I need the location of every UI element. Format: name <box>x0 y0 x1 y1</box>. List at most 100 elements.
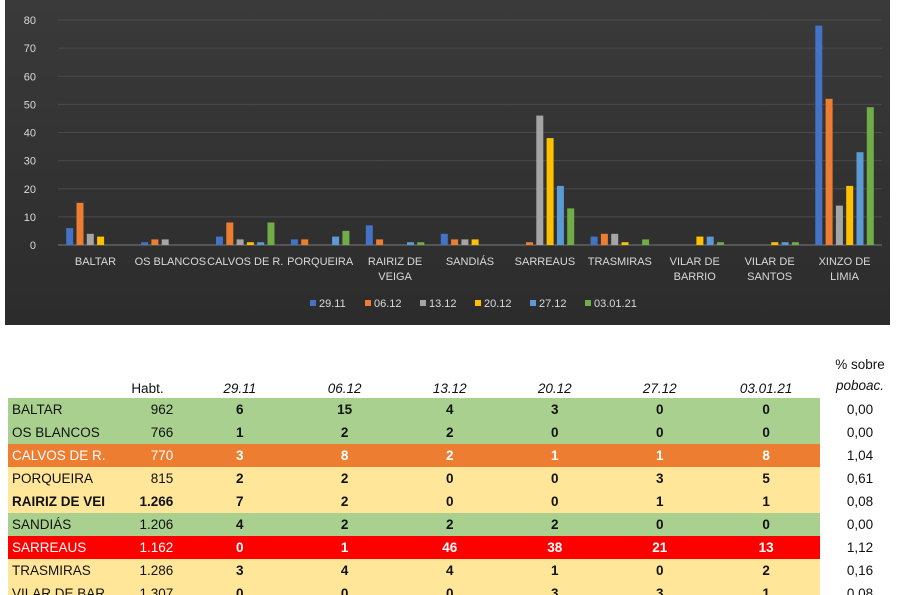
legend-label: 20.12 <box>484 298 512 310</box>
cases-cell: 0 <box>502 467 608 490</box>
bar <box>257 242 265 245</box>
bar <box>332 236 340 245</box>
legend-swatch <box>475 300 481 306</box>
bar <box>866 107 874 245</box>
cases-cell: 2 <box>397 421 503 444</box>
cases-cell: 15 <box>292 398 398 421</box>
cases-cell: 3 <box>187 444 293 467</box>
bar <box>301 239 309 245</box>
y-tick-label: 60 <box>24 71 36 83</box>
category-label: SANTOS <box>747 271 792 283</box>
category-label: VILAR DE <box>670 256 720 268</box>
cases-cell: 1 <box>292 536 398 559</box>
cases-cell: 0 <box>187 582 293 595</box>
bar <box>791 242 799 245</box>
bar <box>151 239 159 245</box>
municipality-cell: CALVOS DE R. <box>8 444 108 467</box>
legend-label: 29.11 <box>319 298 346 310</box>
cases-cell: 8 <box>292 444 398 467</box>
legend-label: 27.12 <box>539 298 567 310</box>
category-label: LIMIA <box>830 271 859 283</box>
header-date: 03.01.21 <box>739 381 793 396</box>
bar <box>642 239 650 245</box>
bar <box>461 239 469 245</box>
bar-chart: 0 10 20 30 40 50 60 70 80 BALTAR OS BLANCOS CALVOS … <box>24 15 882 310</box>
cases-cell: 13 <box>712 536 821 559</box>
municipality-cell: SARREAUS <box>8 536 108 559</box>
cases-cell: 0 <box>397 467 503 490</box>
cases-cell: 0 <box>607 421 713 444</box>
cases-cell: 1 <box>502 444 608 467</box>
y-tick-label: 70 <box>24 43 36 55</box>
cases-cell: 2 <box>502 513 608 536</box>
bar <box>546 138 554 245</box>
y-tick-label: 0 <box>30 240 36 252</box>
legend-label: 13.12 <box>429 298 457 310</box>
table-row: SANDIÁS 1.206 4 2 2 2 0 0 0,00 <box>8 513 900 536</box>
bar <box>66 228 74 245</box>
cases-cell: 2 <box>397 444 503 467</box>
legend-swatch <box>420 300 426 306</box>
header-pct-line2: poboac. <box>835 378 885 393</box>
bar <box>536 115 544 245</box>
municipality-cell: RAIRIZ DE VEI <box>8 490 108 513</box>
cases-cell: 0 <box>607 513 713 536</box>
bar <box>717 242 724 245</box>
bar <box>141 242 149 245</box>
bar <box>706 236 714 245</box>
bar <box>471 239 479 245</box>
cases-cell: 2 <box>397 513 503 536</box>
bar <box>526 242 533 245</box>
table-row: OS BLANCOS 766 1 2 2 0 0 0 0,00 <box>8 421 900 444</box>
bar <box>771 242 779 245</box>
cases-cell: 0 <box>712 398 821 421</box>
cases-cell: 3 <box>187 559 293 582</box>
cases-cell: 0 <box>607 398 713 421</box>
population-cell: 766 <box>107 421 188 444</box>
cases-cell: 0 <box>292 582 398 595</box>
cases-cell: 4 <box>397 559 503 582</box>
population-cell: 815 <box>107 467 188 490</box>
cases-cell: 0 <box>712 421 821 444</box>
cases-cell: 2 <box>292 490 398 513</box>
table-row: RAIRIZ DE VEI 1.266 7 2 0 0 1 1 0,08 <box>8 490 900 513</box>
bar <box>600 233 608 246</box>
cases-table: Habt. 29.11 06.12 13.12 20.12 27.12 03.0… <box>8 340 900 595</box>
table-row: VILAR DE BAR 1.307 0 0 0 3 3 1 0,08 <box>8 582 900 595</box>
percent-cell: 0,16 <box>820 559 900 582</box>
category-label: SARREAUS <box>515 256 576 268</box>
table-row: PORQUEIRA 815 2 2 0 0 3 5 0,61 <box>8 467 900 490</box>
header-pct-line1: % sobre <box>835 357 885 372</box>
table-header-row: Habt. 29.11 06.12 13.12 20.12 27.12 03.0… <box>8 340 900 398</box>
category-label: RAIRIZ DE <box>368 256 422 268</box>
bar <box>97 236 105 245</box>
population-cell: 770 <box>107 444 188 467</box>
table-body: BALTAR 962 6 15 4 3 0 0 0,00 OS BLANCOS 766 1 2 2 0 0 0 0… <box>8 398 900 595</box>
category-label: PORQUEIRA <box>287 256 354 268</box>
category-label: BARRIO <box>674 271 717 283</box>
header-habt: Habt. <box>131 381 164 396</box>
bar <box>611 233 619 246</box>
category-label: VEIGA <box>378 271 412 283</box>
cases-cell: 2 <box>292 421 398 444</box>
y-tick-label: 10 <box>24 212 36 224</box>
municipality-cell: VILAR DE BAR <box>8 582 108 595</box>
bar <box>621 242 629 245</box>
y-tick-label: 20 <box>24 184 36 196</box>
cases-cell: 3 <box>502 398 608 421</box>
header-date: 13.12 <box>432 381 467 396</box>
header-date: 29.11 <box>223 381 257 396</box>
cases-cell: 0 <box>502 490 608 513</box>
legend-swatch <box>365 300 371 306</box>
bar <box>825 98 833 246</box>
bar <box>161 239 169 245</box>
bar <box>236 239 244 245</box>
table-panel: Habt. 29.11 06.12 13.12 20.12 27.12 03.0… <box>0 340 900 595</box>
population-cell: 1.162 <box>107 536 188 559</box>
category-label: TRASMIRAS <box>588 256 652 268</box>
header-name <box>8 340 108 398</box>
bar <box>216 236 223 245</box>
bar <box>451 239 459 245</box>
municipality-cell: PORQUEIRA <box>8 467 108 490</box>
municipality-cell: TRASMIRAS <box>8 559 108 582</box>
